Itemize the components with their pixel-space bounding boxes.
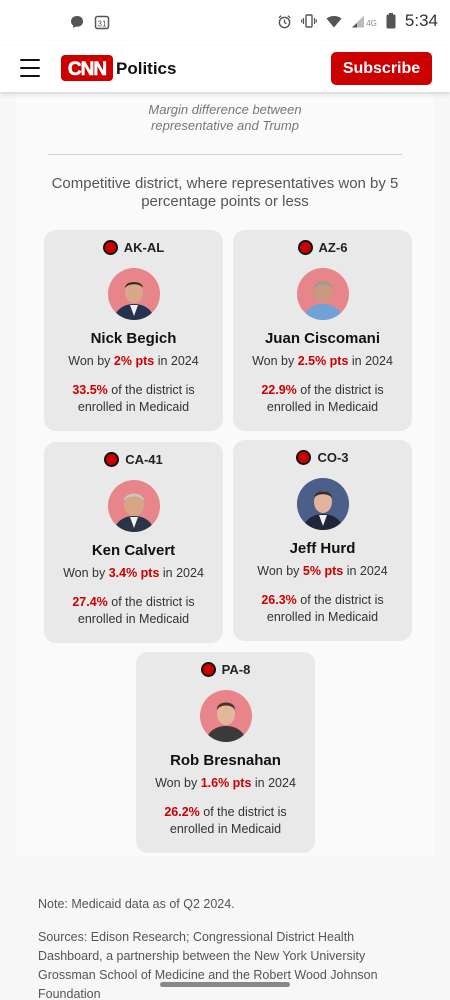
district-label: PA-8 xyxy=(136,662,315,677)
margin-value: 5% pts xyxy=(302,564,344,578)
rep-card-co-3: CO-3 Jeff Hurd Won by 5% pts in 2024 26.… xyxy=(233,440,412,641)
status-bar: 31 4G 5:34 xyxy=(0,0,450,46)
district-code: PA-8 xyxy=(221,662,251,677)
medicaid-percent: 27.4% xyxy=(72,595,108,609)
avatar xyxy=(108,480,160,532)
party-dot-icon xyxy=(104,452,120,467)
signal-icon xyxy=(352,15,365,27)
clock: 5:34 xyxy=(404,11,438,30)
party-dot-icon xyxy=(200,662,216,677)
won-margin: Won by 5% pts in 2024 xyxy=(257,564,388,578)
margin-caption-line1: Margin difference between xyxy=(148,102,302,117)
menu-icon[interactable] xyxy=(20,59,40,77)
district-label: AK-AL xyxy=(44,240,223,255)
won-margin: Won by 1.6% pts in 2024 xyxy=(155,776,296,790)
rep-card-az-6: AZ-6 Juan Ciscomani Won by 2.5% pts in 2… xyxy=(233,230,412,431)
divider xyxy=(48,154,402,155)
vibrate-icon xyxy=(301,14,318,28)
margin-value: 3.4% pts xyxy=(108,566,160,580)
rep-card-ca-41: CA-41 Ken Calvert Won by 3.4% pts in 202… xyxy=(44,442,223,643)
rep-card-pa-8: PA-8 Rob Bresnahan Won by 1.6% pts in 20… xyxy=(136,652,315,853)
chat-icon xyxy=(71,16,83,28)
party-dot-icon xyxy=(297,240,313,255)
footnote-sources: Sources: Edison Research; Congressional … xyxy=(38,930,378,1000)
rep-name: Ken Calvert xyxy=(91,542,176,559)
medicaid-percent: 26.2% xyxy=(164,805,200,819)
margin-value: 2% pts xyxy=(113,354,155,368)
rep-card-ak-al: AK-AL Nick Begich Won by 2% pts in 2024 … xyxy=(44,230,223,431)
section-title[interactable]: Politics xyxy=(116,59,177,78)
district-code: CO-3 xyxy=(317,450,349,465)
medicaid-share: 26.2% of the district is enrolled in Med… xyxy=(164,805,287,836)
calendar-day: 31 xyxy=(98,20,107,29)
district-label: CO-3 xyxy=(233,450,412,465)
footnote-note: Note: Medicaid data as of Q2 2024. xyxy=(38,897,235,911)
rep-name: Jeff Hurd xyxy=(289,540,356,557)
district-code: AZ-6 xyxy=(318,240,348,255)
district-label: CA-41 xyxy=(44,452,223,467)
district-code: CA-41 xyxy=(125,452,163,467)
network-type: 4G xyxy=(366,18,377,28)
calendar-icon: 31 xyxy=(94,15,110,30)
avatar xyxy=(108,268,160,320)
medicaid-share: 26.3% of the district is enrolled in Med… xyxy=(261,593,384,624)
margin-value: 2.5% pts xyxy=(297,354,349,368)
avatar xyxy=(297,478,349,530)
rep-name: Nick Begich xyxy=(90,330,177,347)
alarm-icon xyxy=(278,14,291,28)
district-code: AK-AL xyxy=(123,240,165,255)
avatar xyxy=(200,690,252,742)
margin-caption: Margin difference between representative… xyxy=(16,102,434,134)
wifi-icon xyxy=(326,15,342,27)
status-left: 31 xyxy=(70,14,110,30)
avatar xyxy=(297,268,349,320)
medicaid-share: 27.4% of the district is enrolled in Med… xyxy=(72,595,195,626)
medicaid-percent: 22.9% xyxy=(261,383,297,397)
medicaid-share: 33.5% of the district is enrolled in Med… xyxy=(72,383,195,414)
brand-logo-text: CNN xyxy=(68,59,106,80)
battery-icon xyxy=(386,13,396,29)
party-dot-icon xyxy=(296,450,312,465)
cnn-logo[interactable]: CNN xyxy=(61,55,113,81)
margin-value: 1.6% pts xyxy=(200,776,252,790)
medicaid-percent: 33.5% xyxy=(72,383,108,397)
medicaid-share: 22.9% of the district is enrolled in Med… xyxy=(261,383,384,414)
rep-name: Rob Bresnahan xyxy=(170,752,281,769)
app-header: CNN Politics Subscribe xyxy=(0,46,450,92)
won-margin: Won by 3.4% pts in 2024 xyxy=(63,566,204,580)
party-dot-icon xyxy=(102,240,118,255)
rep-name: Juan Ciscomani xyxy=(264,330,381,347)
section-heading: Competitive district, where representati… xyxy=(51,175,399,210)
district-label: AZ-6 xyxy=(233,240,412,255)
margin-caption-line2: representative and Trump xyxy=(151,118,299,133)
medicaid-percent: 26.3% xyxy=(261,593,297,607)
status-right: 4G 5:34 xyxy=(277,11,438,31)
article-graphic: Margin difference between representative… xyxy=(16,92,434,857)
subscribe-button[interactable]: Subscribe xyxy=(331,52,432,85)
gesture-home-bar[interactable] xyxy=(160,982,290,987)
won-margin: Won by 2.5% pts in 2024 xyxy=(252,354,393,368)
won-margin: Won by 2% pts in 2024 xyxy=(68,354,199,368)
